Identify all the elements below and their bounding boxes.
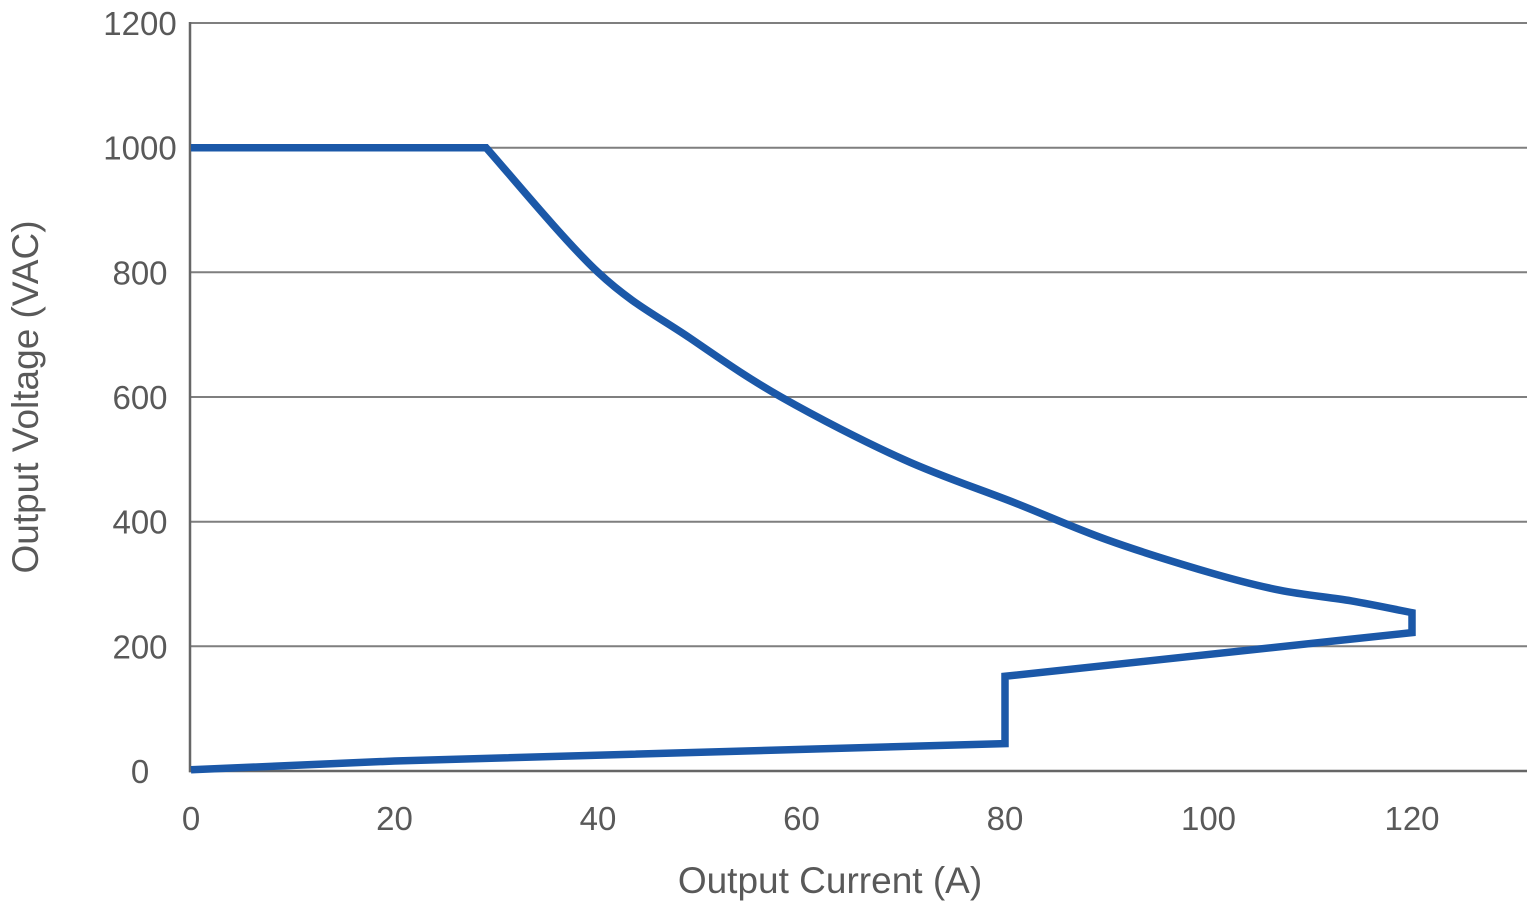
x-axis-tick-labels: 0 20 40 60 80 100 120 [182, 800, 1440, 837]
y-axis-title: Output Voltage (VAC) [5, 220, 46, 573]
x-tick-label-60: 60 [783, 800, 820, 837]
y-tick-label-1200: 1200 [103, 5, 176, 42]
y-tick-label-600: 600 [112, 379, 167, 416]
x-tick-label-40: 40 [580, 800, 617, 837]
y-tick-label-1000: 1000 [103, 130, 176, 167]
gridlines [189, 22, 1527, 772]
x-tick-label-100: 100 [1181, 800, 1236, 837]
y-axis-tick-labels: 0 200 400 600 800 1000 1200 [103, 5, 176, 790]
x-tick-label-80: 80 [987, 800, 1024, 837]
axes [188, 22, 1527, 773]
y-tick-label-800: 800 [112, 254, 167, 291]
x-axis-title: Output Current (A) [678, 860, 982, 901]
x-tick-label-20: 20 [376, 800, 413, 837]
x-tick-label-0: 0 [182, 800, 200, 837]
y-tick-label-400: 400 [112, 504, 167, 541]
y-tick-label-200: 200 [112, 628, 167, 665]
x-tick-label-120: 120 [1384, 800, 1439, 837]
y-tick-label-0: 0 [131, 753, 149, 790]
envelope-curve [190, 143, 1416, 774]
